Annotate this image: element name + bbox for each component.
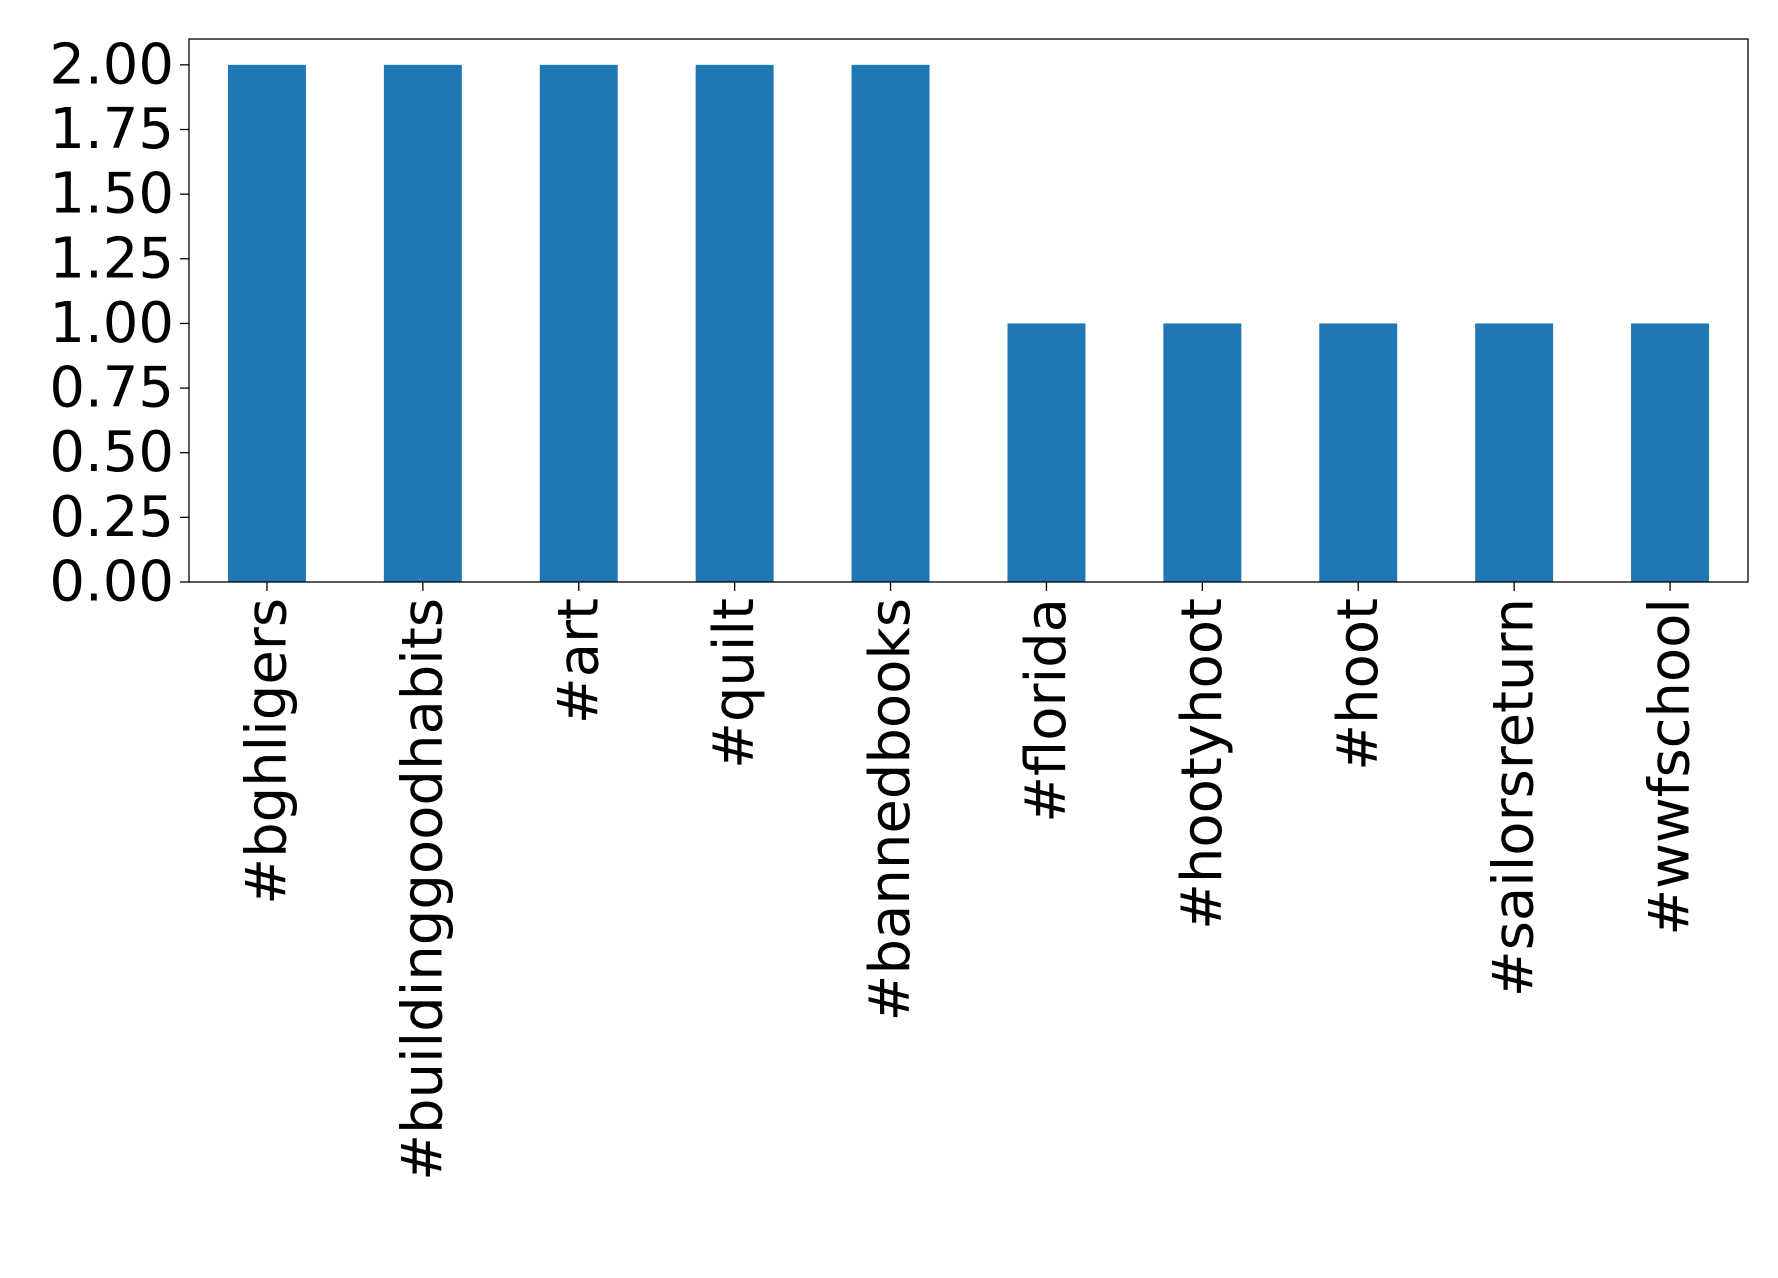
bar bbox=[1631, 323, 1710, 582]
x-tick-label: #wwfschool bbox=[1638, 598, 1703, 936]
x-tick-label: #florida bbox=[1014, 598, 1079, 823]
bar bbox=[1007, 323, 1086, 582]
y-axis: 0.000.250.500.751.001.251.501.752.00 bbox=[49, 32, 189, 615]
x-tick-label: #quilt bbox=[702, 598, 767, 769]
bar bbox=[227, 64, 306, 583]
bar bbox=[1163, 323, 1242, 582]
y-tick-label: 1.50 bbox=[49, 162, 174, 227]
x-tick-label: #art bbox=[546, 598, 611, 724]
x-tick-label: #buildinggoodhabits bbox=[390, 598, 455, 1181]
x-tick-label: #bghligers bbox=[234, 598, 299, 905]
y-tick-label: 0.25 bbox=[49, 485, 174, 550]
x-tick-label: #sailorsreturn bbox=[1482, 598, 1547, 997]
bar bbox=[851, 64, 930, 583]
x-tick-label: #bannedbooks bbox=[858, 598, 923, 1021]
x-tick-label: #hoot bbox=[1326, 598, 1391, 771]
y-tick-label: 0.50 bbox=[49, 420, 174, 485]
y-tick-label: 1.75 bbox=[49, 97, 174, 162]
bar bbox=[695, 64, 774, 583]
bar bbox=[383, 64, 462, 583]
y-tick-label: 2.00 bbox=[49, 32, 174, 97]
plot-area-frame bbox=[188, 38, 1749, 583]
x-tick-label: #hootyhoot bbox=[1170, 598, 1235, 930]
y-tick-label: 1.00 bbox=[49, 291, 174, 356]
bars-group bbox=[227, 64, 1710, 583]
bar bbox=[1475, 323, 1554, 582]
x-axis: #bghligers #buildinggoodhabits #art #quilt #… bbox=[234, 582, 1703, 1181]
y-tick-label: 0.00 bbox=[49, 550, 174, 615]
y-tick-label: 0.75 bbox=[49, 356, 174, 421]
bar bbox=[1319, 323, 1398, 582]
bar bbox=[539, 64, 618, 583]
y-tick-label: 1.25 bbox=[49, 226, 174, 291]
